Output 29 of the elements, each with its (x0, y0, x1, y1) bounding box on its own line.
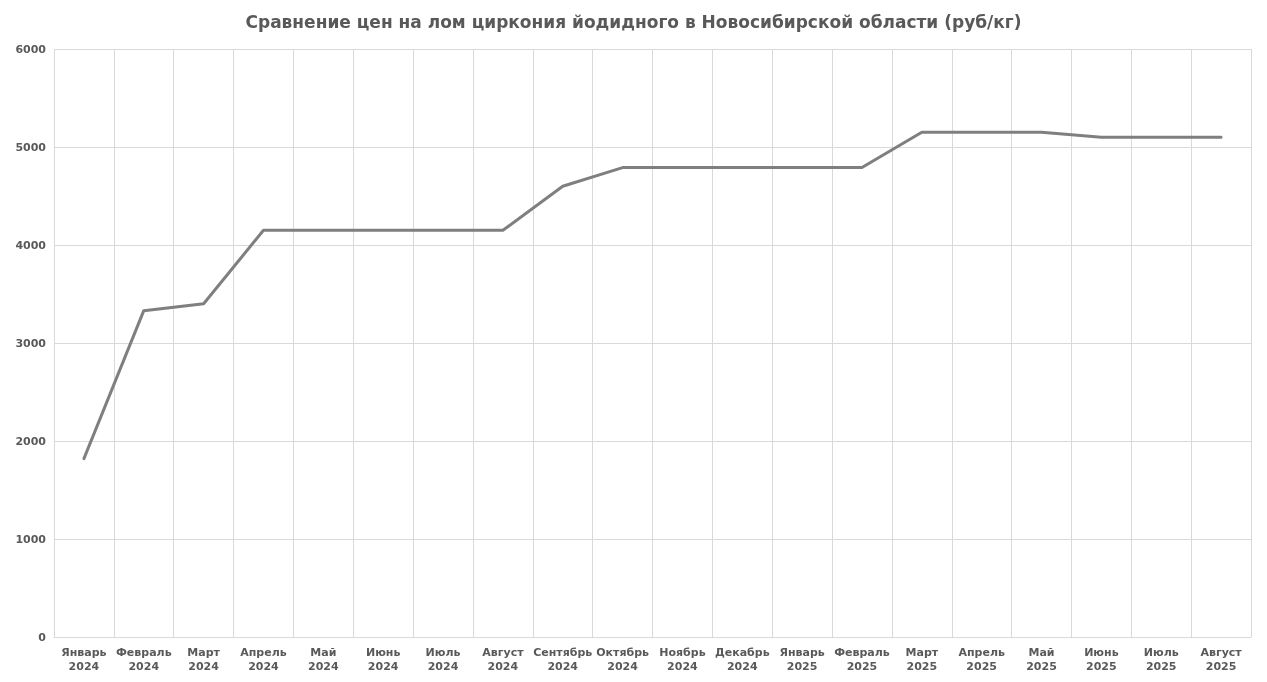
line-series (82, 130, 1223, 461)
x-tick-label: Ноябрь 2024 (659, 645, 706, 673)
x-tick-label: Февраль 2025 (834, 645, 890, 673)
x-tick-label: Февраль 2024 (115, 645, 172, 673)
y-tick-label: 5000 (15, 140, 47, 154)
x-tick-label: Март 2025 (905, 645, 939, 673)
x-tick-label: Июнь 2025 (1084, 645, 1119, 673)
y-tick-label: 3000 (15, 336, 47, 350)
y-tick-label: 6000 (15, 42, 47, 56)
x-tick-label: Январь 2025 (779, 645, 825, 673)
y-tick-label: 4000 (15, 238, 47, 252)
x-tick-label: Сентябрь 2024 (533, 645, 593, 673)
y-tick-label: 0 (38, 630, 47, 644)
x-tick-label: Август 2024 (482, 645, 525, 673)
x-tick-label: Октябрь 2024 (596, 645, 649, 673)
x-tick-label: Январь 2024 (61, 645, 107, 673)
x-tick-label: Декабрь 2024 (714, 645, 770, 673)
x-tick-label: Июль 2024 (425, 645, 461, 673)
x-tick-label: Август 2025 (1200, 645, 1243, 673)
chart-title: Сравнение цен на лом циркония йодидного в Новосибирской области (руб/кг) (245, 11, 1022, 32)
x-tick-label: Апрель 2024 (240, 645, 287, 673)
x-tick-label: Апрель 2025 (958, 645, 1005, 673)
x-tick-label: Июль 2025 (1143, 645, 1179, 673)
y-tick-label: 1000 (15, 532, 47, 546)
x-tick-label: Май 2024 (308, 645, 339, 673)
x-tick-label: Июнь 2024 (365, 645, 401, 673)
x-tick-label: Май 2025 (1026, 645, 1057, 673)
y-tick-label: 2000 (15, 434, 47, 448)
x-tick-label: Март 2024 (187, 645, 221, 673)
